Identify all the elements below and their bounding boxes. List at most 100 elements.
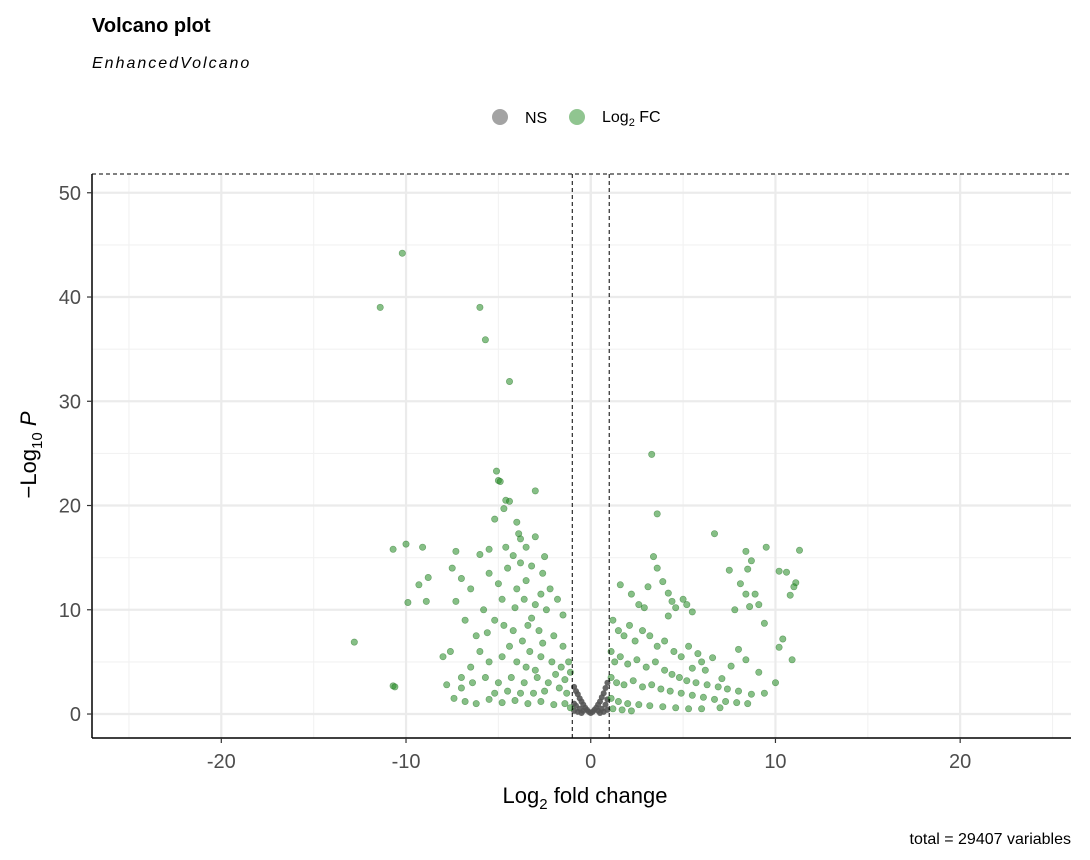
log2fc-point xyxy=(492,467,500,475)
log2fc-point xyxy=(542,606,550,614)
log2fc-point xyxy=(476,303,484,311)
ns-point xyxy=(600,690,607,697)
log2fc-point xyxy=(788,656,796,664)
data-points xyxy=(350,249,803,716)
log2fc-point xyxy=(672,604,680,612)
log2fc-point xyxy=(734,645,742,653)
log2fc-point xyxy=(485,695,493,703)
y-axis-title: −Log10 P xyxy=(16,411,46,498)
log2fc-point xyxy=(472,700,480,708)
log2fc-point xyxy=(559,642,567,650)
log2fc-point xyxy=(457,673,465,681)
log2fc-point xyxy=(350,638,358,646)
log2fc-point xyxy=(685,642,693,650)
log2fc-point xyxy=(485,569,493,577)
log2fc-point xyxy=(511,604,519,612)
log2fc-point xyxy=(688,664,696,672)
log2fc-point xyxy=(404,598,412,606)
log2fc-point xyxy=(635,601,643,609)
legend-label-log2fc: Log2 FC xyxy=(602,109,661,129)
log2fc-point xyxy=(718,675,726,683)
log2fc-point xyxy=(391,683,399,691)
log2fc-point xyxy=(734,687,742,695)
log2fc-point xyxy=(452,597,460,605)
log2fc-point xyxy=(683,677,691,685)
log2fc-point xyxy=(483,629,491,637)
log2fc-point xyxy=(555,684,563,692)
log2fc-point xyxy=(505,497,513,505)
log2fc-point xyxy=(611,658,619,666)
log2fc-point xyxy=(537,590,545,598)
log2fc-point xyxy=(524,700,532,708)
ns-point xyxy=(578,710,585,716)
log2fc-point xyxy=(468,679,476,687)
log2fc-point xyxy=(467,663,475,671)
log2fc-point xyxy=(716,704,724,712)
log2fc-point xyxy=(422,597,430,605)
log2fc-point xyxy=(476,550,484,558)
log2fc-point xyxy=(500,621,508,629)
y-tick-label: 10 xyxy=(59,600,81,622)
log2fc-point xyxy=(618,706,626,714)
log2fc-point xyxy=(531,487,539,495)
chart-title: Volcano plot xyxy=(92,15,211,37)
log2fc-point xyxy=(544,679,552,687)
log2fc-point xyxy=(624,660,632,668)
log2fc-point xyxy=(742,590,750,598)
log2fc-point xyxy=(760,619,768,627)
log2fc-point xyxy=(531,533,539,541)
log2fc-point xyxy=(461,697,469,705)
log2fc-point xyxy=(723,685,731,693)
log2fc-point xyxy=(677,653,685,661)
log2fc-point xyxy=(472,632,480,640)
log2fc-point xyxy=(747,690,755,698)
log2fc-point xyxy=(537,653,545,661)
log2fc-point xyxy=(561,676,569,684)
log2fc-point xyxy=(457,684,465,692)
log2fc-point xyxy=(518,637,526,645)
log2fc-point xyxy=(513,658,521,666)
log2fc-point xyxy=(646,702,654,710)
log2fc-point xyxy=(644,583,652,591)
log2fc-point xyxy=(609,616,617,624)
log2fc-point xyxy=(661,666,669,674)
log2fc-point xyxy=(659,578,667,586)
log2fc-point xyxy=(494,580,502,588)
log2fc-point xyxy=(699,693,707,701)
log2fc-point xyxy=(709,654,717,662)
log2fc-point xyxy=(529,689,537,697)
tick-labels: -20 -10 0 10 20 0 10 20 30 40 50 xyxy=(59,183,972,773)
log2fc-point xyxy=(535,627,543,635)
log2fc-point xyxy=(688,608,696,616)
log2fc-point xyxy=(522,663,530,671)
log2fc-point xyxy=(522,577,530,585)
log2fc-point xyxy=(485,658,493,666)
log2fc-point xyxy=(452,547,460,555)
log2fc-point xyxy=(448,564,456,572)
log2fc-point xyxy=(625,621,633,629)
log2fc-point xyxy=(733,699,741,707)
log2fc-point xyxy=(539,569,547,577)
log2fc-point xyxy=(648,450,656,458)
y-tick-label: 30 xyxy=(59,391,81,413)
log2fc-point xyxy=(509,552,517,560)
x-axis-title: Log2 fold change xyxy=(503,783,668,813)
log2fc-point xyxy=(698,705,706,713)
log2fc-point xyxy=(688,691,696,699)
y-tick-label: 0 xyxy=(70,704,81,726)
log2fc-point xyxy=(629,677,637,685)
legend: NS Log2 FC xyxy=(492,109,661,129)
log2fc-point xyxy=(520,595,528,603)
y-tick-label: 20 xyxy=(59,496,81,518)
log2fc-point xyxy=(653,564,661,572)
log2fc-point xyxy=(661,637,669,645)
x-tick-label: -10 xyxy=(392,751,421,773)
log2fc-point xyxy=(546,585,554,593)
log2fc-point xyxy=(627,590,635,598)
log2fc-point xyxy=(731,606,739,614)
log2fc-point xyxy=(677,689,685,697)
log2fc-point xyxy=(736,580,744,588)
log2fc-point xyxy=(651,658,659,666)
log2fc-point xyxy=(782,568,790,576)
log2fc-point xyxy=(389,545,397,553)
